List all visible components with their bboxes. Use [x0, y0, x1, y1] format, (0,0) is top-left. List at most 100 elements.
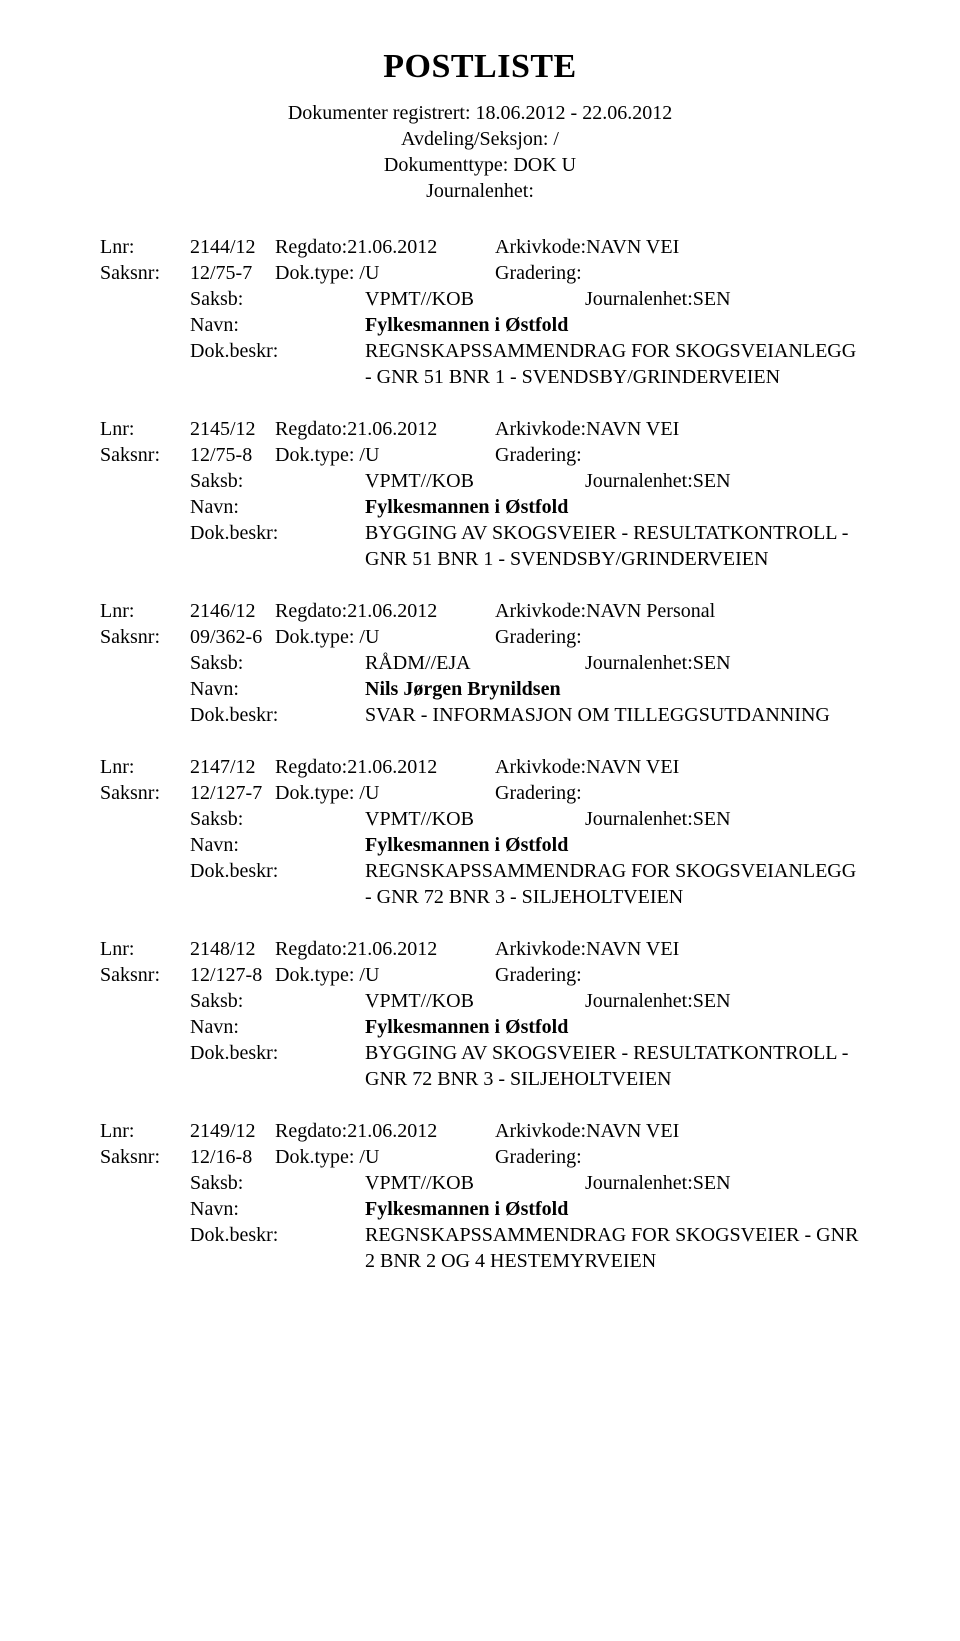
lnr-label: Lnr: — [100, 234, 190, 260]
entry: Lnr:2144/12Regdato:21.06.2012Arkivkode:N… — [100, 234, 860, 390]
entry-row-lnr: Lnr:2146/12Regdato:21.06.2012Arkivkode:N… — [100, 598, 860, 624]
header-registered: Dokumenter registrert: 18.06.2012 - 22.0… — [100, 100, 860, 126]
navn-value: Fylkesmannen i Østfold — [365, 832, 860, 858]
journalenhet: Journalenhet:SEN — [585, 806, 860, 832]
entry: Lnr:2149/12Regdato:21.06.2012Arkivkode:N… — [100, 1118, 860, 1274]
entry-row-saksnr: Saksnr:12/127-7Dok.type: /UGradering: — [100, 780, 860, 806]
entry-row-saksb: Saksb:VPMT//KOBJournalenhet:SEN — [190, 806, 860, 832]
saksnr-right: Dok.type: /UGradering: — [275, 624, 860, 650]
saksnr-label: Saksnr: — [100, 442, 190, 468]
entry-row-lnr: Lnr:2148/12Regdato:21.06.2012Arkivkode:N… — [100, 936, 860, 962]
entry-row-navn: Navn:Nils Jørgen Brynildsen — [190, 676, 860, 702]
entry-row-beskr: Dok.beskr:REGNSKAPSSAMMENDRAG FOR SKOGSV… — [190, 338, 860, 390]
saksnr-right: Dok.type: /UGradering: — [275, 962, 860, 988]
arkivkode: Arkivkode:NAVN VEI — [495, 1120, 679, 1142]
lnr-label: Lnr: — [100, 936, 190, 962]
entry: Lnr:2145/12Regdato:21.06.2012Arkivkode:N… — [100, 416, 860, 572]
dokbeskr-value: REGNSKAPSSAMMENDRAG FOR SKOGSVEIER - GNR… — [365, 1222, 860, 1274]
entry-row-saksb: Saksb:RÅDM//EJAJournalenhet:SEN — [190, 650, 860, 676]
dokbeskr-label: Dok.beskr: — [190, 1222, 365, 1274]
doktype: Dok.type: /U — [275, 962, 495, 988]
entry-row-beskr: Dok.beskr:REGNSKAPSSAMMENDRAG FOR SKOGSV… — [190, 858, 860, 910]
saksb-value: VPMT//KOB — [365, 988, 585, 1014]
entry-row-navn: Navn:Fylkesmannen i Østfold — [190, 494, 860, 520]
entry-row-beskr: Dok.beskr:REGNSKAPSSAMMENDRAG FOR SKOGSV… — [190, 1222, 860, 1274]
dokbeskr-label: Dok.beskr: — [190, 338, 365, 390]
dokbeskr-label: Dok.beskr: — [190, 1040, 365, 1092]
arkivkode: Arkivkode:NAVN VEI — [495, 938, 679, 960]
entry-row-beskr: Dok.beskr:BYGGING AV SKOGSVEIER - RESULT… — [190, 1040, 860, 1092]
header-journalenhet: Journalenhet: — [100, 178, 860, 204]
entry: Lnr:2148/12Regdato:21.06.2012Arkivkode:N… — [100, 936, 860, 1092]
arkivkode: Arkivkode:NAVN VEI — [495, 756, 679, 778]
journalenhet: Journalenhet:SEN — [585, 468, 860, 494]
gradering: Gradering: — [495, 444, 582, 466]
page-title: POSTLISTE — [100, 48, 860, 86]
dokbeskr-value: BYGGING AV SKOGSVEIER - RESULTATKONTROLL… — [365, 1040, 860, 1092]
lnr-right: Regdato:21.06.2012Arkivkode:NAVN VEI — [275, 234, 860, 260]
entry-row-beskr: Dok.beskr:BYGGING AV SKOGSVEIER - RESULT… — [190, 520, 860, 572]
entry-row-saksnr: Saksnr:12/75-7Dok.type: /UGradering: — [100, 260, 860, 286]
gradering: Gradering: — [495, 782, 582, 804]
dokbeskr-label: Dok.beskr: — [190, 858, 365, 910]
entry-row-beskr: Dok.beskr:SVAR - INFORMASJON OM TILLEGGS… — [190, 702, 860, 728]
saksnr-value: 12/16-8 — [190, 1144, 275, 1170]
gradering: Gradering: — [495, 1146, 582, 1168]
saksnr-label: Saksnr: — [100, 962, 190, 988]
saksb-label: Saksb: — [190, 988, 365, 1014]
journalenhet: Journalenhet:SEN — [585, 988, 860, 1014]
page: POSTLISTE Dokumenter registrert: 18.06.2… — [0, 0, 960, 1360]
entry-row-lnr: Lnr:2144/12Regdato:21.06.2012Arkivkode:N… — [100, 234, 860, 260]
entry-row-saksb: Saksb:VPMT//KOBJournalenhet:SEN — [190, 1170, 860, 1196]
regdato: Regdato:21.06.2012 — [275, 416, 495, 442]
lnr-label: Lnr: — [100, 598, 190, 624]
dokbeskr-label: Dok.beskr: — [190, 702, 365, 728]
saksnr-value: 09/362-6 — [190, 624, 275, 650]
lnr-value: 2145/12 — [190, 416, 275, 442]
lnr-right: Regdato:21.06.2012Arkivkode:NAVN VEI — [275, 1118, 860, 1144]
doktype: Dok.type: /U — [275, 624, 495, 650]
lnr-value: 2148/12 — [190, 936, 275, 962]
doktype: Dok.type: /U — [275, 1144, 495, 1170]
navn-value: Fylkesmannen i Østfold — [365, 1014, 860, 1040]
doktype: Dok.type: /U — [275, 260, 495, 286]
header-doctype: Dokumenttype: DOK U — [100, 152, 860, 178]
navn-label: Navn: — [190, 1014, 365, 1040]
saksnr-value: 12/127-7 — [190, 780, 275, 806]
navn-value: Fylkesmannen i Østfold — [365, 312, 860, 338]
lnr-right: Regdato:21.06.2012Arkivkode:NAVN Persona… — [275, 598, 860, 624]
regdato: Regdato:21.06.2012 — [275, 598, 495, 624]
lnr-right: Regdato:21.06.2012Arkivkode:NAVN VEI — [275, 754, 860, 780]
journalenhet: Journalenhet:SEN — [585, 286, 860, 312]
saksnr-label: Saksnr: — [100, 624, 190, 650]
dokbeskr-value: REGNSKAPSSAMMENDRAG FOR SKOGSVEIANLEGG -… — [365, 338, 860, 390]
regdato: Regdato:21.06.2012 — [275, 936, 495, 962]
doktype: Dok.type: /U — [275, 442, 495, 468]
entry-row-navn: Navn:Fylkesmannen i Østfold — [190, 1014, 860, 1040]
entry-row-saksb: Saksb:VPMT//KOBJournalenhet:SEN — [190, 468, 860, 494]
entry-row-lnr: Lnr:2145/12Regdato:21.06.2012Arkivkode:N… — [100, 416, 860, 442]
saksnr-right: Dok.type: /UGradering: — [275, 442, 860, 468]
journalenhet: Journalenhet:SEN — [585, 650, 860, 676]
saksb-label: Saksb: — [190, 286, 365, 312]
dokbeskr-value: BYGGING AV SKOGSVEIER - RESULTATKONTROLL… — [365, 520, 860, 572]
saksb-value: VPMT//KOB — [365, 468, 585, 494]
entry-row-navn: Navn:Fylkesmannen i Østfold — [190, 1196, 860, 1222]
entry: Lnr:2146/12Regdato:21.06.2012Arkivkode:N… — [100, 598, 860, 728]
entry-row-saksnr: Saksnr:12/75-8Dok.type: /UGradering: — [100, 442, 860, 468]
entries-container: Lnr:2144/12Regdato:21.06.2012Arkivkode:N… — [100, 234, 860, 1274]
entry-row-saksnr: Saksnr:12/16-8Dok.type: /UGradering: — [100, 1144, 860, 1170]
saksnr-value: 12/75-8 — [190, 442, 275, 468]
saksb-label: Saksb: — [190, 650, 365, 676]
saksnr-right: Dok.type: /UGradering: — [275, 260, 860, 286]
saksnr-label: Saksnr: — [100, 1144, 190, 1170]
entry-row-lnr: Lnr:2149/12Regdato:21.06.2012Arkivkode:N… — [100, 1118, 860, 1144]
lnr-right: Regdato:21.06.2012Arkivkode:NAVN VEI — [275, 936, 860, 962]
saksb-value: VPMT//KOB — [365, 1170, 585, 1196]
saksnr-right: Dok.type: /UGradering: — [275, 780, 860, 806]
entry-row-lnr: Lnr:2147/12Regdato:21.06.2012Arkivkode:N… — [100, 754, 860, 780]
lnr-value: 2146/12 — [190, 598, 275, 624]
gradering: Gradering: — [495, 626, 582, 648]
regdato: Regdato:21.06.2012 — [275, 754, 495, 780]
navn-label: Navn: — [190, 494, 365, 520]
